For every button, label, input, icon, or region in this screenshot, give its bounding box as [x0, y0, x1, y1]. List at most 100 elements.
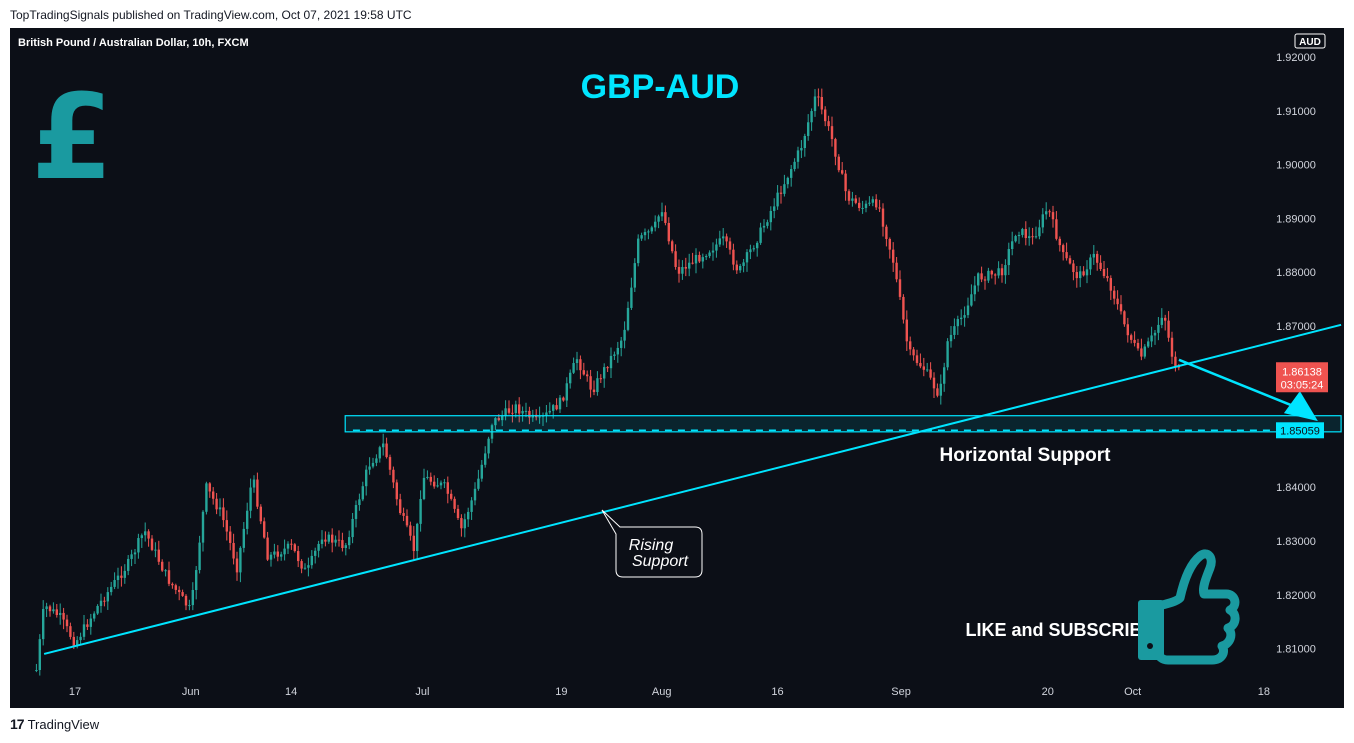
- candle-body: [932, 377, 936, 389]
- x-tick-label: 18: [1258, 686, 1270, 698]
- candle-body: [59, 612, 62, 615]
- candle-body: [405, 515, 409, 526]
- candle-body: [623, 329, 626, 341]
- candle-body: [620, 340, 623, 348]
- y-tick-label: 1.90000: [1276, 160, 1316, 172]
- candle-body: [470, 500, 473, 512]
- candle-body: [521, 410, 524, 414]
- candle-body: [252, 479, 256, 488]
- candle-body: [1119, 304, 1123, 312]
- candle-body: [864, 203, 868, 208]
- thumbs-up-icon: [1138, 549, 1240, 665]
- candle-body: [116, 575, 120, 581]
- x-tick-label: Sep: [891, 686, 911, 698]
- like-subscribe-label: LIKE and SUBSCRIBE: [965, 620, 1154, 640]
- candle-body: [841, 170, 844, 174]
- x-tick-label: Jun: [182, 686, 200, 698]
- x-tick-label: 16: [771, 686, 783, 698]
- candle-body: [1089, 257, 1092, 270]
- candle-body: [242, 528, 245, 548]
- candle-body: [667, 222, 670, 242]
- candle-body: [810, 111, 813, 123]
- candle-body: [246, 510, 249, 529]
- candle-body: [796, 150, 800, 162]
- candle-body: [1038, 227, 1041, 237]
- candle-body: [86, 624, 89, 627]
- candle-body: [1096, 253, 1099, 263]
- candle-body: [820, 96, 823, 110]
- candle-body: [178, 589, 181, 593]
- candle-body: [484, 453, 487, 465]
- candle-body: [987, 270, 990, 281]
- x-tick-label: Jul: [415, 686, 429, 698]
- candle-body: [395, 482, 398, 500]
- candle-body: [392, 469, 395, 483]
- candle-body: [660, 212, 664, 217]
- candle-body: [994, 274, 997, 276]
- candle-body: [881, 208, 885, 227]
- candle-body: [650, 227, 653, 232]
- candle-body: [348, 537, 351, 546]
- footer-brand[interactable]: TradingView: [27, 716, 100, 732]
- candle-body: [385, 443, 388, 458]
- candle-body: [473, 488, 477, 501]
- x-tick-label: Oct: [1124, 686, 1141, 698]
- candle-body: [368, 466, 371, 470]
- candle-body: [201, 511, 205, 543]
- candle-body: [752, 248, 755, 250]
- candle-body: [688, 262, 691, 269]
- candle-body: [480, 464, 483, 479]
- candle-body: [983, 279, 987, 281]
- candle-body: [344, 545, 347, 548]
- horizontal-support-label: Horizontal Support: [940, 445, 1112, 466]
- candle-body: [949, 334, 953, 342]
- candle-body: [429, 476, 432, 482]
- candle-body: [895, 262, 898, 280]
- candle-body: [892, 249, 895, 263]
- candle-body: [188, 605, 191, 607]
- candle-body: [487, 438, 490, 454]
- candle-body: [1164, 317, 1167, 321]
- price-chart[interactable]: 1.92000 1.91000 1.90000 1.89000 1.88000 1.870…: [10, 28, 1344, 708]
- chart-frame[interactable]: 1.92000 1.91000 1.90000 1.89000 1.88000 1.870…: [10, 28, 1344, 708]
- candle-body: [786, 177, 789, 185]
- candle-body: [69, 626, 72, 637]
- thumb-outline: [1153, 549, 1240, 665]
- candle-body: [824, 109, 827, 122]
- candle-body: [55, 609, 58, 615]
- candle-body: [1113, 290, 1116, 299]
- candle-body: [1126, 324, 1129, 336]
- candle-body: [681, 267, 684, 274]
- candle-body: [637, 238, 640, 264]
- candle-body: [960, 317, 963, 320]
- candle-body: [762, 225, 766, 228]
- candle-body: [885, 226, 888, 240]
- candle-body: [1055, 219, 1058, 239]
- candle-body: [912, 349, 915, 356]
- candle-body: [320, 539, 324, 544]
- candle-body: [847, 191, 851, 201]
- support-price-value: 1.85059: [1280, 425, 1320, 437]
- candle-body: [630, 287, 633, 308]
- candle-body: [225, 520, 228, 532]
- candle-body: [569, 372, 572, 384]
- candle-body: [1174, 356, 1177, 366]
- candle-body: [1079, 271, 1082, 279]
- candle-body: [803, 135, 806, 149]
- candle-body: [147, 531, 150, 539]
- candle-body: [552, 405, 555, 411]
- candle-body: [793, 161, 796, 170]
- candle-body: [35, 669, 38, 671]
- candle-body: [966, 305, 970, 316]
- candle-body: [103, 600, 106, 602]
- candle-body: [596, 378, 599, 393]
- candle-body: [303, 567, 307, 569]
- candle-body: [858, 202, 861, 208]
- candle-body: [1058, 238, 1061, 246]
- candle-body: [65, 619, 69, 627]
- candle-body: [300, 561, 303, 569]
- candle-body: [973, 285, 976, 295]
- y-tick-label: 1.87000: [1276, 321, 1316, 333]
- candle-body: [208, 483, 211, 492]
- candle-body: [1068, 258, 1072, 264]
